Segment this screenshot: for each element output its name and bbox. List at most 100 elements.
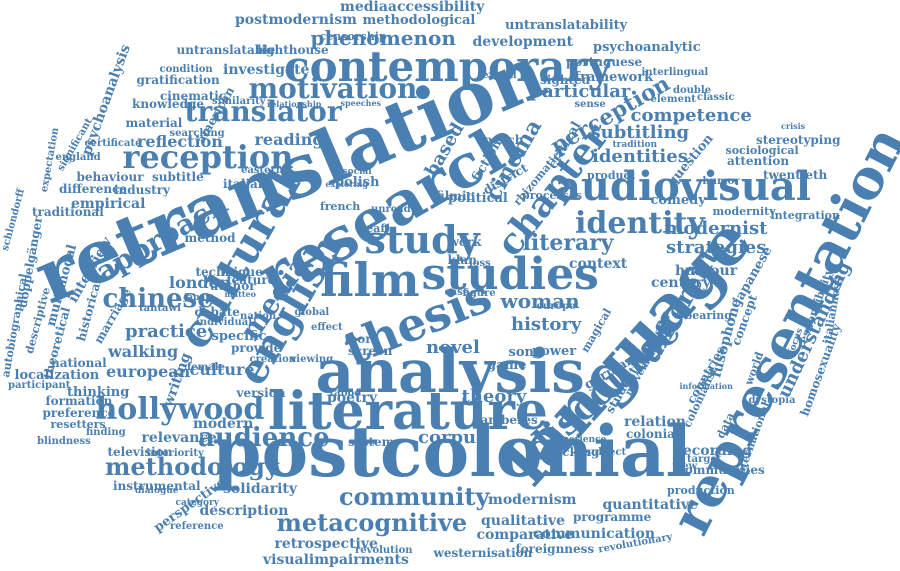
cloud-word: development <box>472 34 574 50</box>
cloud-word: finding <box>86 427 126 438</box>
cloud-word: postmodernism <box>235 12 357 28</box>
cloud-word: analysis <box>315 337 585 407</box>
cloud-word: female <box>187 362 225 373</box>
cloud-word: localization <box>14 367 100 383</box>
cloud-word: filmic <box>436 189 474 203</box>
cloud-word: postcolonial <box>212 410 692 493</box>
cloud-word: corpus <box>418 427 487 448</box>
cloud-word: information <box>679 381 733 391</box>
cloud-word: method <box>184 231 236 245</box>
cloud-word: song <box>508 344 544 360</box>
cloud-word: knowledge <box>132 97 204 111</box>
cloud-word: taboo <box>329 388 361 399</box>
cloud-word: retrospective <box>274 536 378 552</box>
cloud-word: klan <box>447 253 477 267</box>
cloud-word: political <box>448 190 508 206</box>
cloud-word: recording <box>675 443 753 459</box>
cloud-word: certificate <box>84 138 142 149</box>
cloud-word: polish <box>335 174 380 190</box>
cloud-word: modernism <box>488 492 577 508</box>
cloud-word: viewing <box>290 354 334 365</box>
cloud-word: reception <box>122 138 294 176</box>
cloud-word: processes <box>522 188 583 202</box>
cloud-word: similarity <box>212 96 266 107</box>
cloud-word: film <box>320 253 420 307</box>
cloud-word: strategies <box>666 237 767 258</box>
cloud-word: humour <box>675 263 738 279</box>
cloud-word: qualitative <box>481 513 566 529</box>
cloud-word: censorship <box>319 29 387 43</box>
cloud-word: solidarity <box>223 481 298 497</box>
cloud-word: cinematic <box>160 89 227 103</box>
cloud-word: social <box>342 166 372 177</box>
cloud-word: investigate <box>223 62 310 78</box>
cloud-word: individual <box>196 317 253 328</box>
cloud-word: national <box>51 356 107 370</box>
cloud-word: quantitative <box>602 497 698 513</box>
cloud-word: searching <box>169 128 225 139</box>
cloud-word: description <box>199 503 289 519</box>
cloud-word: provide <box>231 341 282 355</box>
cloud-word: screen <box>348 344 393 358</box>
cloud-word: literature <box>268 381 549 442</box>
cloud-word: deaf <box>358 221 386 235</box>
cloud-word: behaviour <box>76 170 144 184</box>
cloud-word: relation <box>624 414 686 430</box>
cloud-word: speech <box>477 133 524 147</box>
cloud-word: production <box>667 483 735 497</box>
cloud-word: tahtawi <box>139 303 181 314</box>
cloud-word: twentieth <box>763 168 828 182</box>
cloud-word: portuguese <box>566 55 643 69</box>
cloud-word: creation <box>249 354 297 365</box>
cloud-word: empirical <box>71 196 146 212</box>
cloud-word: french <box>320 199 361 213</box>
cloud-word: attention <box>727 154 790 168</box>
cloud-word: case <box>444 287 470 298</box>
cloud-word: preference <box>42 406 116 420</box>
cloud-word: visualimpairments <box>263 552 409 568</box>
cloud-word: comparative <box>476 527 574 543</box>
cloud-word: feature <box>226 273 276 287</box>
cloud-word: version <box>236 386 286 400</box>
cloud-word: woman <box>500 289 580 313</box>
cloud-word: humor <box>702 176 740 187</box>
cloud-word: studies <box>421 249 599 300</box>
cloud-word: identities <box>592 146 688 167</box>
cloud-word: tradition <box>612 139 658 150</box>
cloud-word: reading <box>254 130 324 149</box>
cloud-word: game <box>487 357 527 373</box>
cloud-word: revolution <box>355 545 413 556</box>
cloud-word: gratification <box>136 73 220 87</box>
cloud-word: double <box>673 85 712 96</box>
cloud-word: exploring <box>325 179 369 189</box>
cloud-word: study <box>364 217 480 262</box>
cloud-word: translator <box>184 95 342 128</box>
cloud-word: speeches <box>340 98 382 108</box>
cloud-word: literary <box>522 230 614 256</box>
cloud-word: technique <box>195 265 263 279</box>
cloud-word: system <box>348 435 395 449</box>
cloud-word: england <box>55 152 101 163</box>
cloud-word: traditional <box>32 205 104 219</box>
cloud-word: unread <box>371 204 411 215</box>
cloud-word: programme <box>573 510 652 524</box>
cloud-word: debate <box>194 305 240 319</box>
cloud-word: blindness <box>37 436 91 447</box>
cloud-word: lighthouse <box>257 43 329 57</box>
cloud-word: condition <box>159 64 213 75</box>
cloud-word: resetters <box>50 417 106 431</box>
cloud-word: reference <box>170 521 224 532</box>
cloud-word: specific <box>211 328 267 344</box>
cloud-word: novel <box>426 337 480 358</box>
cloud-word: communication <box>533 526 656 542</box>
cloud-word: interiority <box>146 448 204 459</box>
cloud-word: japan <box>184 292 212 303</box>
cloud-word: figure <box>462 288 496 299</box>
cloud-word: poetry <box>327 390 378 406</box>
cloud-word: view <box>672 461 698 472</box>
cloud-word: psychoanalytic <box>593 39 701 55</box>
cloud-word: contemporary <box>284 42 612 91</box>
cloud-word: european <box>106 362 191 381</box>
cloud-word: difference <box>59 182 128 196</box>
